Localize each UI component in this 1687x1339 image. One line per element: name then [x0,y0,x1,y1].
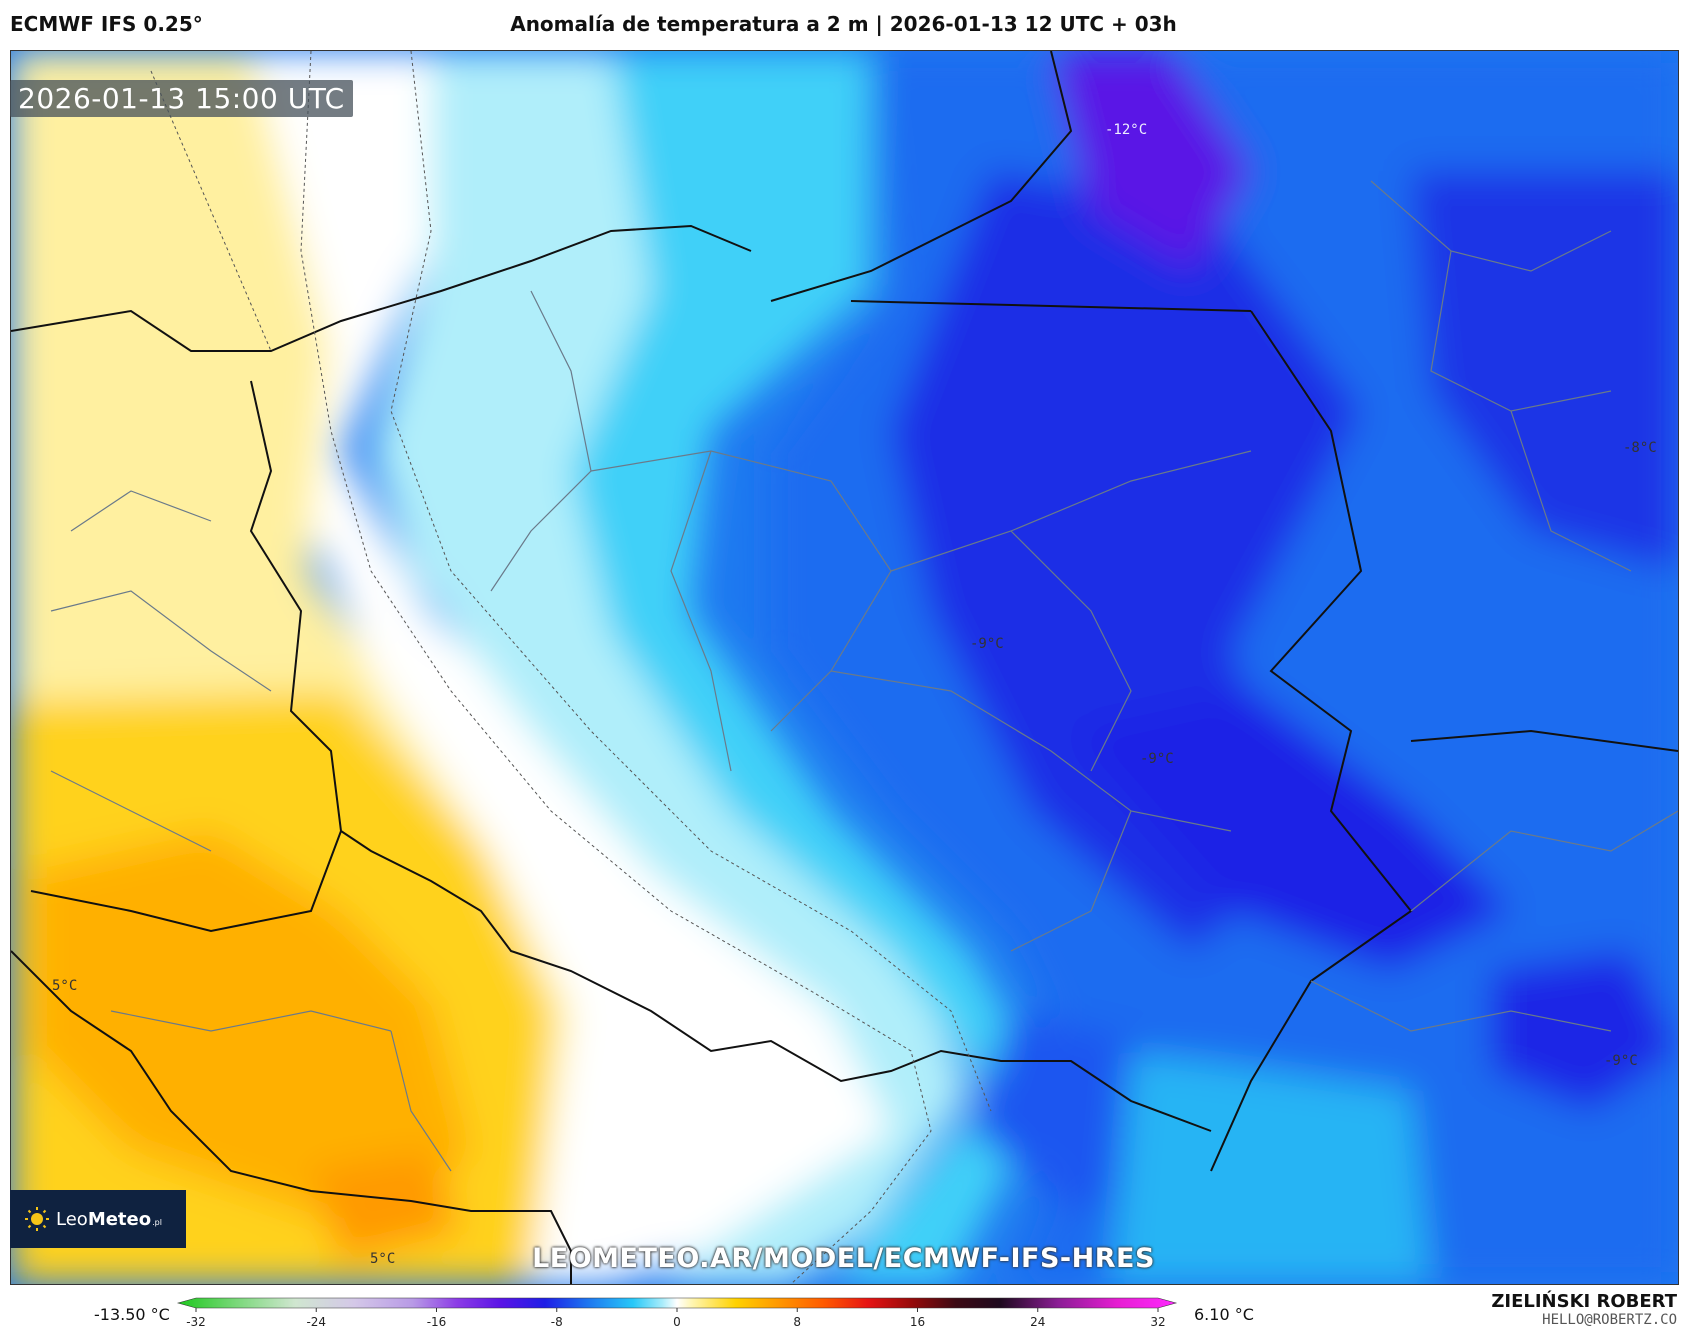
leometeo-logo: LeoMeteo.pl [10,1190,186,1248]
anomaly-field [11,51,1678,1284]
temperature-label: 5°C [370,1251,396,1267]
colorbar-tick-label: 8 [793,1315,801,1329]
temperature-label: 5°C [52,978,78,994]
sun-icon [25,1207,49,1231]
colorbar-tick-label: 24 [1030,1315,1045,1329]
map-title: Anomalía de temperatura a 2 m | 2026-01-… [510,12,1177,36]
regional-borders [50,180,1678,1172]
author-email: HELLO@ROBERTZ.CO [1542,1312,1677,1328]
colorbar-tick-label: -16 [427,1315,447,1329]
temperature-label: -8°C [1623,440,1657,456]
colorbar-scale: -32 -24 -16 -8 0 8 16 24 32 [176,1297,1178,1329]
timestamp-badge: 2026-01-13 15:00 UTC [10,80,353,117]
watermark-url: LEOMETEO.AR/MODEL/ECMWF-IFS-HRES [532,1243,1155,1274]
colorbar: -13.50 °C -32 -24 -16 -8 0 8 16 24 32 6.10 °C [0,1290,1687,1339]
temperature-label: -9°C [1140,751,1174,767]
colorbar-tick-label: -24 [306,1315,326,1329]
temperature-label: -12°C [1105,122,1148,138]
author-credit: ZIELIŃSKI ROBERT HELLO@ROBERTZ.CO [1491,1291,1677,1328]
colorbar-tick-label: 32 [1150,1315,1165,1329]
colorbar-max-label: 6.10 °C [1194,1305,1254,1324]
colorbar-tick-label: 0 [673,1315,681,1329]
temperature-label: -9°C [1604,1053,1638,1069]
colorbar-tick-label: -8 [551,1315,563,1329]
temperature-anomaly-map [11,51,1678,1284]
colorbar-tick-label: 16 [910,1315,925,1329]
temperature-label: -9°C [970,636,1004,652]
map-panel [10,50,1679,1285]
contour-lines [150,51,992,1284]
colorbar-tick-label: -32 [186,1315,206,1329]
colorbar-gradient [176,1297,1178,1309]
model-name: ECMWF IFS 0.25° [10,12,203,36]
author-name: ZIELIŃSKI ROBERT [1491,1291,1677,1312]
country-borders [11,51,1678,1284]
logo-wordmark: LeoMeteo.pl [56,1208,162,1230]
colorbar-min-label: -13.50 °C [94,1305,170,1324]
